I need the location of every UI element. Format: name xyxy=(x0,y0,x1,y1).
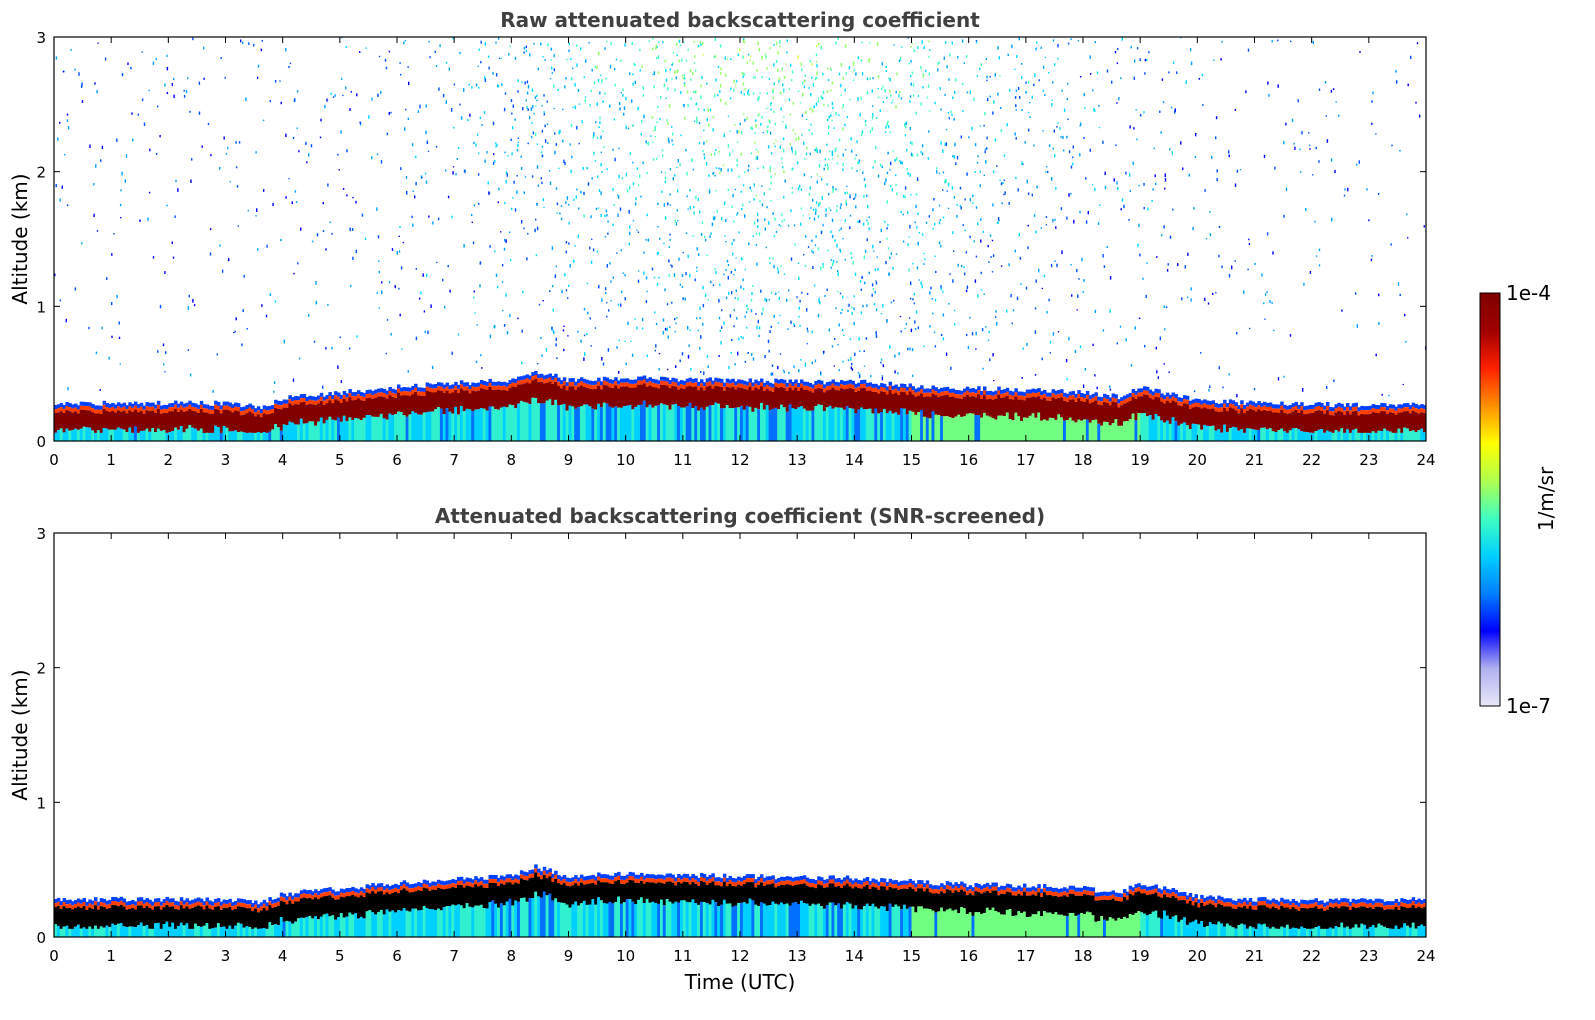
x-tick-label: 5 xyxy=(335,451,345,469)
x-tick-label: 20 xyxy=(1188,947,1207,965)
top-plot-area xyxy=(54,37,1426,441)
x-tick-label: 13 xyxy=(788,947,807,965)
x-tick-label: 19 xyxy=(1131,451,1150,469)
x-tick-label: 0 xyxy=(49,947,59,965)
x-tick-label: 23 xyxy=(1359,947,1378,965)
x-tick-label: 22 xyxy=(1302,451,1321,469)
x-tick-label: 16 xyxy=(959,947,978,965)
bottom-y-axis-label: Altitude (km) xyxy=(8,669,32,800)
bottom-x-axis: 0 1 2 3 4 5 6 7 8 9 10 11 12 13 14 15 16 17 18 19 20 21 22 23 24 xyxy=(49,533,1436,965)
top-y-axis: 0 1 2 3 xyxy=(36,29,1426,451)
x-tick-label: 12 xyxy=(730,451,749,469)
x-tick-label: 9 xyxy=(564,947,574,965)
x-tick-label: 7 xyxy=(449,451,459,469)
x-tick-label: 11 xyxy=(673,947,692,965)
x-tick-label: 18 xyxy=(1073,451,1092,469)
top-x-axis: 0 1 2 3 4 5 6 7 8 9 10 11 12 13 14 15 16 17 18 19 20 21 22 23 24 xyxy=(49,37,1436,469)
x-tick-label: 1 xyxy=(106,947,116,965)
x-tick-label: 6 xyxy=(392,947,402,965)
aerosol-layer xyxy=(54,864,1426,937)
x-tick-label: 1 xyxy=(106,451,116,469)
x-tick-label: 4 xyxy=(278,451,288,469)
x-tick-label: 10 xyxy=(616,947,635,965)
x-tick-label: 17 xyxy=(1016,451,1035,469)
x-axis-label: Time (UTC) xyxy=(684,970,796,994)
colorbar-unit-label: 1/m/sr xyxy=(1534,466,1558,531)
bottom-panel-title: Attenuated backscattering coefficient (S… xyxy=(435,504,1045,528)
colorbar-gradient xyxy=(1479,292,1501,707)
x-tick-label: 16 xyxy=(959,451,978,469)
x-tick-label: 21 xyxy=(1245,947,1264,965)
colorbar-max-label: 1e-4 xyxy=(1506,281,1551,305)
x-tick-label: 15 xyxy=(902,947,921,965)
y-tick-label: 2 xyxy=(36,660,46,678)
top-panel: Raw attenuated backscattering coefficien… xyxy=(8,8,1436,469)
x-tick-label: 8 xyxy=(507,947,517,965)
bottom-plot-area xyxy=(54,864,1426,937)
x-tick-label: 24 xyxy=(1416,947,1435,965)
y-tick-label: 0 xyxy=(36,433,46,451)
y-tick-label: 3 xyxy=(36,525,46,543)
x-tick-label: 14 xyxy=(845,451,864,469)
y-tick-label: 1 xyxy=(36,298,46,316)
x-tick-label: 11 xyxy=(673,451,692,469)
x-tick-label: 3 xyxy=(221,947,231,965)
colorbar-min-label: 1e-7 xyxy=(1506,694,1551,718)
x-tick-label: 22 xyxy=(1302,947,1321,965)
noise-speckle xyxy=(54,37,1426,398)
x-tick-label: 18 xyxy=(1073,947,1092,965)
colorbar: 1e-4 1e-7 1/m/sr xyxy=(1479,281,1558,718)
x-tick-label: 17 xyxy=(1016,947,1035,965)
x-tick-label: 8 xyxy=(507,451,517,469)
y-tick-label: 2 xyxy=(36,164,46,182)
x-tick-label: 0 xyxy=(49,451,59,469)
bottom-panel: Attenuated backscattering coefficient (S… xyxy=(8,504,1436,994)
x-tick-label: 7 xyxy=(449,947,459,965)
top-y-axis-label: Altitude (km) xyxy=(8,173,32,304)
x-tick-label: 20 xyxy=(1188,451,1207,469)
x-tick-label: 4 xyxy=(278,947,288,965)
bottom-y-axis: 0 1 2 3 xyxy=(36,525,1426,947)
x-tick-label: 19 xyxy=(1131,947,1150,965)
x-tick-label: 5 xyxy=(335,947,345,965)
aerosol-layer xyxy=(54,371,1426,441)
x-tick-label: 13 xyxy=(788,451,807,469)
y-tick-label: 0 xyxy=(36,929,46,947)
top-panel-title: Raw attenuated backscattering coefficien… xyxy=(500,8,980,32)
x-tick-label: 24 xyxy=(1416,451,1435,469)
x-tick-label: 2 xyxy=(164,451,174,469)
x-tick-label: 2 xyxy=(164,947,174,965)
x-tick-label: 15 xyxy=(902,451,921,469)
x-tick-label: 9 xyxy=(564,451,574,469)
x-tick-label: 3 xyxy=(221,451,231,469)
x-tick-label: 12 xyxy=(730,947,749,965)
x-tick-label: 10 xyxy=(616,451,635,469)
x-tick-label: 21 xyxy=(1245,451,1264,469)
x-tick-label: 14 xyxy=(845,947,864,965)
y-tick-label: 3 xyxy=(36,29,46,47)
y-tick-label: 1 xyxy=(36,794,46,812)
x-tick-label: 23 xyxy=(1359,451,1378,469)
x-tick-label: 6 xyxy=(392,451,402,469)
